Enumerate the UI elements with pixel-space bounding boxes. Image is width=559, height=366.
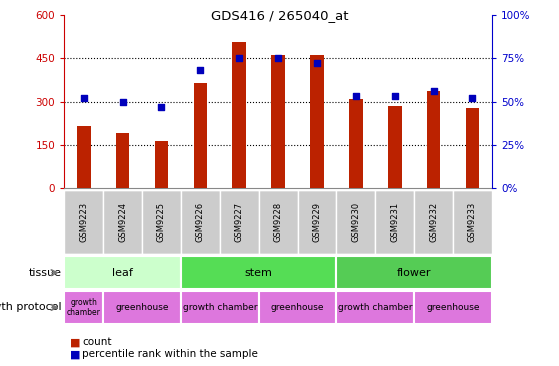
Bar <box>220 190 259 254</box>
Bar <box>142 190 181 254</box>
Bar <box>181 190 220 254</box>
Point <box>235 55 244 61</box>
Point <box>429 88 438 94</box>
Text: flower: flower <box>397 268 432 278</box>
Text: ■: ■ <box>70 349 80 359</box>
Text: GSM9224: GSM9224 <box>118 202 127 242</box>
Text: percentile rank within the sample: percentile rank within the sample <box>82 349 258 359</box>
Bar <box>193 83 207 188</box>
Text: leaf: leaf <box>112 268 133 278</box>
Text: greenhouse: greenhouse <box>115 303 169 312</box>
Bar <box>233 42 246 188</box>
Bar <box>271 55 285 188</box>
Text: growth
chamber: growth chamber <box>67 298 101 317</box>
Text: ■: ■ <box>70 337 80 347</box>
Bar <box>64 190 103 254</box>
Text: tissue: tissue <box>29 268 61 278</box>
Bar <box>310 55 324 188</box>
Bar <box>414 291 492 324</box>
Bar <box>116 134 129 188</box>
Text: GSM9225: GSM9225 <box>157 202 166 242</box>
Text: GSM9231: GSM9231 <box>390 202 399 242</box>
Text: GSM9228: GSM9228 <box>273 202 283 242</box>
Bar <box>259 190 297 254</box>
Point <box>468 95 477 101</box>
Text: GSM9223: GSM9223 <box>79 202 88 242</box>
Point <box>390 93 399 99</box>
Text: GSM9230: GSM9230 <box>352 202 361 242</box>
Text: GSM9232: GSM9232 <box>429 202 438 242</box>
Bar <box>297 190 337 254</box>
Text: greenhouse: greenhouse <box>271 303 324 312</box>
Point <box>312 60 321 66</box>
Text: count: count <box>82 337 112 347</box>
Bar <box>337 256 492 289</box>
Text: GSM9229: GSM9229 <box>312 202 321 242</box>
Text: growth protocol: growth protocol <box>0 302 61 313</box>
Bar <box>77 126 91 188</box>
Text: stem: stem <box>245 268 273 278</box>
Bar <box>64 291 103 324</box>
Bar <box>337 190 375 254</box>
Bar <box>466 108 479 188</box>
Text: GSM9226: GSM9226 <box>196 202 205 242</box>
Bar <box>427 92 440 188</box>
Point <box>196 67 205 73</box>
Bar <box>64 256 181 289</box>
Point <box>157 104 166 110</box>
Bar <box>375 190 414 254</box>
Text: growth chamber: growth chamber <box>338 303 413 312</box>
Point <box>352 93 361 99</box>
Point <box>79 95 88 101</box>
Bar <box>181 291 259 324</box>
Bar <box>181 256 337 289</box>
Bar <box>103 291 181 324</box>
Bar <box>414 190 453 254</box>
Text: GDS416 / 265040_at: GDS416 / 265040_at <box>211 9 348 22</box>
Bar <box>103 190 142 254</box>
Bar <box>453 190 492 254</box>
Bar <box>259 291 337 324</box>
Point <box>118 98 127 105</box>
Bar <box>337 291 414 324</box>
Bar <box>155 141 168 188</box>
Point <box>273 55 282 61</box>
Bar <box>349 99 363 188</box>
Text: GSM9227: GSM9227 <box>235 202 244 242</box>
Bar <box>388 106 401 188</box>
Text: greenhouse: greenhouse <box>427 303 480 312</box>
Text: growth chamber: growth chamber <box>183 303 257 312</box>
Text: GSM9233: GSM9233 <box>468 202 477 242</box>
